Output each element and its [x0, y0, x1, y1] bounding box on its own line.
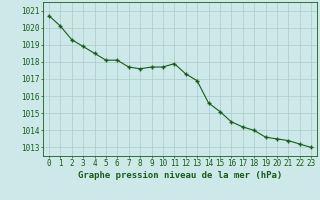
X-axis label: Graphe pression niveau de la mer (hPa): Graphe pression niveau de la mer (hPa): [78, 171, 282, 180]
